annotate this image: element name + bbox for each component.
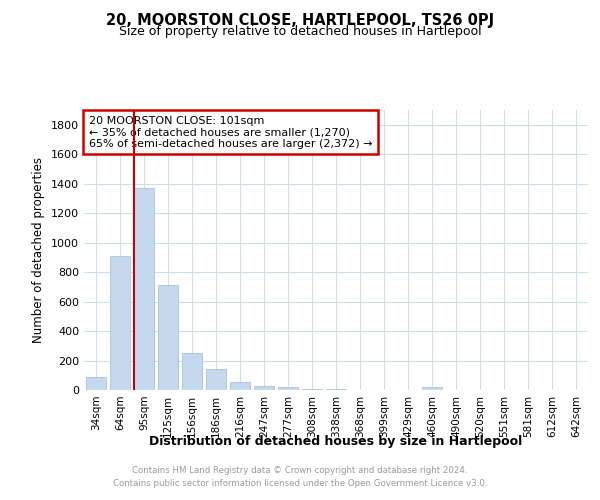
- Bar: [158, 286, 178, 390]
- Bar: [206, 370, 226, 390]
- Bar: [254, 386, 274, 390]
- Text: Size of property relative to detached houses in Hartlepool: Size of property relative to detached ho…: [119, 25, 481, 38]
- Bar: [422, 387, 442, 390]
- Bar: [278, 387, 298, 390]
- Text: Distribution of detached houses by size in Hartlepool: Distribution of detached houses by size …: [149, 435, 523, 448]
- Bar: [230, 382, 250, 390]
- Text: 20, MOORSTON CLOSE, HARTLEPOOL, TS26 0PJ: 20, MOORSTON CLOSE, HARTLEPOOL, TS26 0PJ: [106, 12, 494, 28]
- Bar: [134, 188, 154, 390]
- Bar: [110, 256, 130, 390]
- Y-axis label: Number of detached properties: Number of detached properties: [32, 157, 46, 343]
- Bar: [182, 353, 202, 390]
- Text: Contains HM Land Registry data © Crown copyright and database right 2024.: Contains HM Land Registry data © Crown c…: [132, 466, 468, 475]
- Bar: [86, 376, 106, 390]
- Text: 20 MOORSTON CLOSE: 101sqm
← 35% of detached houses are smaller (1,270)
65% of se: 20 MOORSTON CLOSE: 101sqm ← 35% of detac…: [89, 116, 373, 149]
- Bar: [302, 388, 322, 390]
- Text: Contains public sector information licensed under the Open Government Licence v3: Contains public sector information licen…: [113, 479, 487, 488]
